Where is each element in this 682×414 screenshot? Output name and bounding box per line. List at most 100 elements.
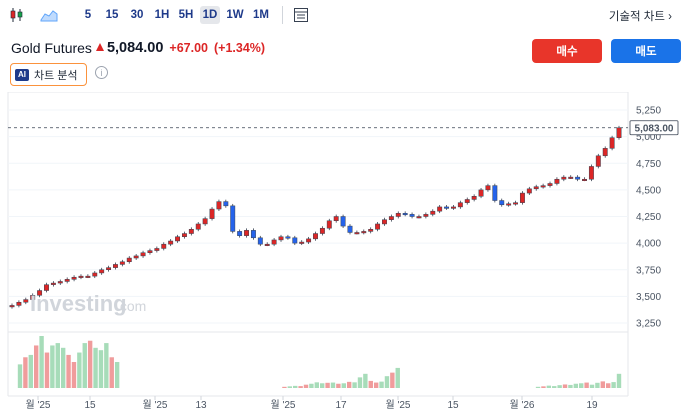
last-price-tag xyxy=(629,120,679,136)
advanced-chart-link[interactable]: 기술적 차트 › xyxy=(608,11,672,23)
candle-body xyxy=(402,213,408,216)
candle-body xyxy=(271,239,277,245)
ai-chart-analysis-button[interactable]: AI 차트 분석 xyxy=(10,63,87,86)
candle-body xyxy=(347,225,353,233)
volume-bar xyxy=(552,386,557,388)
candle-body xyxy=(423,214,429,217)
x-tick-label: 월 '25 xyxy=(142,399,167,411)
candle-body xyxy=(140,252,146,257)
volume-bar xyxy=(373,382,379,388)
candlestick-icon[interactable] xyxy=(6,5,28,25)
volume-bar xyxy=(368,380,373,388)
buy-button[interactable]: 매수 xyxy=(532,39,602,63)
y-tick-label: 4,500 xyxy=(636,185,661,196)
timeframe-5[interactable]: 5 xyxy=(84,9,92,21)
candle-body xyxy=(340,216,346,227)
candle-body xyxy=(582,178,587,181)
candle-body xyxy=(388,216,394,220)
candle-body xyxy=(568,176,574,179)
volume-bars xyxy=(17,336,622,388)
timeframe-1w[interactable]: 1W xyxy=(226,9,244,21)
timeframe-1d[interactable]: 1D xyxy=(200,6,220,24)
candle-body xyxy=(437,206,443,212)
candle-body xyxy=(285,236,291,239)
volume-bar xyxy=(303,384,309,388)
candle-body xyxy=(430,210,436,215)
info-icon[interactable]: i xyxy=(95,66,108,79)
volume-bar xyxy=(109,357,114,388)
candle-body xyxy=(595,155,601,167)
volume-bar xyxy=(17,364,23,388)
candle-body xyxy=(292,237,298,244)
price-change: +67.00 xyxy=(169,41,208,55)
up-arrow-icon xyxy=(95,43,104,51)
volume-bar xyxy=(346,381,352,388)
candle-body xyxy=(188,229,194,234)
sell-button[interactable]: 매도 xyxy=(611,39,681,63)
price-chart[interactable]: 5,250 5,000 4,750 4,500 4,250 4,000 3,750 3,500… xyxy=(0,92,682,414)
volume-bar xyxy=(33,345,39,388)
volume-bar xyxy=(55,343,60,388)
candle-body xyxy=(519,192,525,203)
volume-bar xyxy=(39,336,44,388)
area-chart-icon[interactable] xyxy=(38,5,60,25)
candle-body xyxy=(44,284,49,291)
timeframe-30[interactable]: 30 xyxy=(130,9,144,21)
timeframe-1h[interactable]: 1H xyxy=(154,9,170,21)
candle-body xyxy=(209,208,215,219)
volume-bar xyxy=(357,377,363,388)
layout-icon[interactable] xyxy=(290,5,312,25)
candle-body xyxy=(147,250,153,253)
volume-bar xyxy=(595,382,600,388)
candle-body xyxy=(478,189,484,197)
volume-bar xyxy=(71,362,77,388)
candle-body xyxy=(533,186,539,190)
x-tick-label: 13 xyxy=(195,400,207,411)
volume-bar xyxy=(584,382,589,388)
toolbar-divider xyxy=(282,6,283,24)
candle-body xyxy=(264,243,270,246)
candle-body xyxy=(119,261,125,265)
x-tick-label: 15 xyxy=(84,400,96,411)
y-tick-label: 5,250 xyxy=(636,106,661,117)
volume-bar xyxy=(541,386,546,388)
candle-body xyxy=(547,183,553,186)
volume-bar xyxy=(336,383,341,388)
candle-body xyxy=(602,148,608,157)
volume-bar xyxy=(93,347,98,388)
candle-body xyxy=(113,264,118,268)
volume-bar xyxy=(384,376,390,388)
candle-body xyxy=(540,185,546,188)
candle-body xyxy=(161,243,167,249)
volume-bar xyxy=(395,367,400,388)
instrument-name: Gold Futures xyxy=(11,40,92,56)
candle-body xyxy=(237,231,243,236)
candle-body xyxy=(499,200,505,206)
timeframe-5h[interactable]: 5H xyxy=(178,9,194,21)
x-tick-label: 19 xyxy=(586,400,598,411)
timeframe-15[interactable]: 15 xyxy=(105,9,119,21)
candle-body xyxy=(506,203,512,206)
candle-body xyxy=(202,218,208,225)
candle-body xyxy=(395,213,401,217)
candle-body xyxy=(57,281,63,284)
candle-body xyxy=(175,236,180,242)
volume-bar xyxy=(606,383,611,388)
volume-bar xyxy=(282,386,287,388)
volume-bar xyxy=(314,382,320,388)
candle-body xyxy=(244,230,249,236)
candle-body xyxy=(526,188,532,194)
candle-body xyxy=(554,178,560,184)
candle-body xyxy=(375,223,381,230)
candle-body xyxy=(168,240,174,245)
y-tick-label: 5,000 xyxy=(636,132,661,143)
timeframe-1m[interactable]: 1M xyxy=(253,9,269,21)
volume-bar xyxy=(611,382,616,388)
volume-bar xyxy=(77,352,82,388)
volume-bar xyxy=(66,354,71,388)
volume-bar xyxy=(568,384,573,388)
x-tick-label: 월 '25 xyxy=(270,399,295,411)
candle-body xyxy=(588,166,594,180)
candle-body xyxy=(471,196,477,200)
volume-bar xyxy=(28,354,33,388)
